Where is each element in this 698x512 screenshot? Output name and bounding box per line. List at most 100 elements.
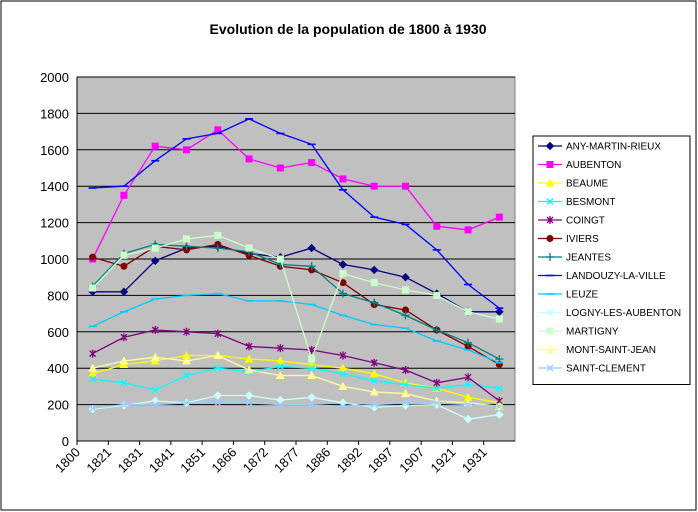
series-saint-clement — [89, 399, 503, 412]
data-point — [338, 289, 347, 298]
y-tick-label: 400 — [47, 361, 69, 376]
legend-entry: LANDOUZY-LA-VILLE — [538, 271, 666, 282]
y-tick-label: 1400 — [40, 179, 69, 194]
data-point — [495, 402, 503, 410]
data-point — [183, 327, 190, 336]
data-point — [151, 401, 159, 409]
legend-box — [532, 135, 691, 385]
data-point — [245, 342, 253, 351]
series-landouzy-la-ville — [88, 118, 504, 309]
data-point — [495, 307, 504, 316]
data-point — [308, 364, 316, 372]
data-point — [546, 161, 554, 168]
data-point — [151, 386, 159, 394]
data-point — [276, 164, 284, 172]
legend-label: LEUZE — [566, 290, 599, 301]
y-tick-label: 1000 — [40, 252, 69, 267]
data-point — [433, 399, 441, 407]
data-point — [151, 325, 159, 334]
data-point — [339, 175, 347, 183]
data-point — [370, 358, 378, 367]
data-point — [464, 381, 472, 389]
data-point — [546, 216, 554, 224]
data-point — [338, 363, 348, 372]
series-line — [92, 243, 500, 360]
data-point — [339, 270, 347, 278]
data-point — [433, 384, 441, 392]
legend-label: ANY-MARTIN-RIEUX — [566, 142, 661, 153]
legend-label: BEAUME — [566, 179, 609, 190]
data-point — [545, 308, 555, 317]
data-point — [276, 362, 284, 370]
data-point — [464, 401, 472, 409]
data-point — [495, 213, 503, 221]
data-point — [308, 355, 316, 363]
data-point — [339, 370, 347, 378]
data-point — [88, 363, 97, 372]
data-point — [276, 344, 284, 353]
legend-label: MONT-SAINT-JEAN — [566, 345, 656, 356]
data-point — [89, 284, 97, 292]
data-point — [464, 308, 472, 316]
legend-entry: ANY-MARTIN-RIEUX — [538, 142, 661, 153]
data-point — [338, 381, 348, 390]
series-besmont — [89, 362, 503, 394]
data-point — [307, 262, 316, 271]
y-tick-label: 200 — [47, 398, 69, 413]
chart-title: Evolution de la population de 1800 à 193… — [210, 21, 487, 37]
data-point — [495, 384, 503, 392]
data-point — [402, 286, 409, 294]
data-point — [464, 373, 472, 382]
data-point — [89, 349, 97, 358]
data-point — [370, 401, 378, 409]
series-line — [92, 245, 500, 313]
data-point — [433, 378, 441, 387]
data-point — [370, 182, 378, 190]
data-point — [213, 350, 223, 359]
legend-label: BESMONT — [566, 197, 615, 208]
data-point — [307, 243, 316, 253]
data-point — [338, 260, 348, 269]
data-point — [276, 255, 284, 263]
data-point — [546, 364, 554, 372]
legend: ANY-MARTIN-RIEUX AUBENTON BEAUME BESMONT COI… — [532, 135, 691, 385]
legend-entry: SAINT-CLEMENT — [538, 364, 646, 375]
data-point — [89, 404, 97, 412]
y-tick-label: 1600 — [40, 143, 69, 158]
data-point — [495, 410, 504, 419]
legend-entry: IVIERS — [538, 234, 599, 245]
data-point — [89, 375, 97, 383]
legend-label: IVIERS — [566, 234, 599, 245]
series-line — [92, 394, 500, 420]
data-point — [307, 370, 316, 379]
series-line — [92, 365, 500, 391]
data-point — [151, 244, 159, 252]
data-point — [433, 291, 441, 299]
data-point — [119, 287, 129, 296]
data-point — [369, 369, 379, 378]
y-tick-label: 800 — [47, 288, 69, 303]
data-point — [245, 244, 253, 252]
series-leuze — [88, 292, 504, 364]
data-point — [120, 262, 128, 270]
data-point — [402, 399, 409, 407]
series-line — [92, 292, 500, 364]
data-point — [120, 191, 128, 199]
series-line — [92, 118, 500, 309]
legend-label: SAINT-CLEMENT — [566, 364, 646, 375]
series-coingt — [89, 325, 503, 405]
series-line — [92, 354, 500, 408]
data-point — [402, 381, 409, 389]
data-point — [183, 399, 190, 407]
data-point — [120, 379, 128, 387]
data-point — [276, 401, 284, 409]
data-point — [370, 279, 378, 287]
data-point — [339, 402, 347, 410]
data-point — [546, 327, 554, 335]
data-point — [464, 226, 472, 234]
data-point — [182, 356, 191, 365]
legend-entry: AUBENTON — [538, 160, 621, 171]
series-group — [88, 118, 504, 424]
data-point — [432, 325, 441, 334]
